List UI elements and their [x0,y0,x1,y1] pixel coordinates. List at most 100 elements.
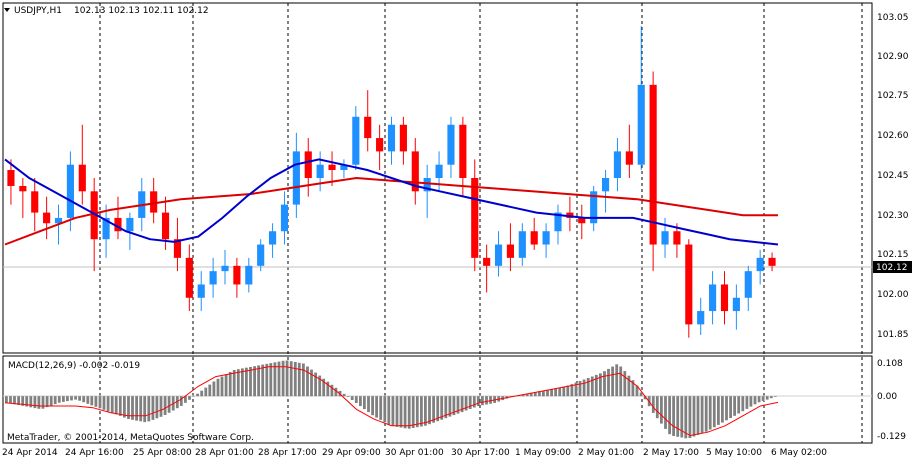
macd-bar [542,390,545,397]
macd-bar [566,385,570,397]
bear-candle [150,191,158,213]
bull-candle [423,178,431,192]
bull-candle [197,284,205,298]
macd-bar [70,396,73,401]
macd-bar [9,396,12,404]
macd-bar [167,396,171,413]
macd-bar [558,387,562,397]
macd-bar [236,369,240,397]
macd-axis: 0.108 0.00 -0.129 [877,359,906,442]
bull-candle [292,151,300,205]
macd-bar [151,396,155,420]
macd-bar [472,396,476,408]
price-tick: 102.45 [877,171,909,181]
macd-bar [184,396,187,403]
macd-bar [334,387,338,397]
bull-candle [126,217,134,232]
macd-bar [265,363,269,397]
bull-candle [447,124,455,165]
macd-bar [261,364,265,397]
bear-candle [328,164,336,171]
macd-bar [371,396,374,416]
macd-bar [302,363,305,397]
macd-bar [326,381,330,397]
macd-bar [293,362,297,397]
macd-bar [318,375,322,397]
macd-bar [241,368,244,397]
macd-bar [436,396,440,422]
bear-candle [483,257,491,266]
bull-candle [637,84,645,165]
bull-candle [340,164,348,171]
macd-bar [66,396,69,402]
macd-bar [635,385,639,397]
macd-bar [684,396,688,439]
fast-ma-line [4,158,779,246]
macd-bar [5,396,8,403]
bull-candle [661,231,669,245]
macd-bar [538,391,541,397]
bull-candle [209,271,217,285]
macd-bar [155,396,159,419]
macd-bar [29,396,33,408]
bear-candle [673,231,681,245]
bear-candle [768,257,776,266]
macd-bar [444,396,448,419]
macd-bar [476,396,480,406]
bull-candle [245,265,253,285]
macd-bar [769,396,773,399]
macd-bar [655,396,659,419]
macd-bar [127,396,130,419]
macd-bar [489,396,492,404]
macd-bar [391,396,395,426]
macd-bar [428,396,431,425]
macd-bar [17,396,20,405]
macd-bar [704,396,708,432]
macd-bar [578,381,582,397]
slow-ma-line [4,176,778,246]
macd-bar [700,396,704,434]
macd-bar [757,396,761,403]
macd-bar [420,396,423,427]
bull-candle [494,244,503,266]
macd-tick: 0.108 [877,359,903,369]
macd-bar [623,371,627,397]
time-label: 30 Apr 01:00 [385,448,444,458]
bull-candle [102,217,110,240]
time-label: 1 May 09:00 [515,448,571,458]
macd-bar [599,373,602,397]
price-tick: 102.00 [877,290,909,300]
macd-bar [200,390,204,397]
chevron-down-icon[interactable] [4,8,10,12]
macd-bar [228,372,232,397]
macd-bar [13,396,16,405]
macd-bar [607,368,610,397]
macd-bar [49,396,53,406]
macd-bar [53,396,57,405]
macd-bar [41,396,45,409]
macd-bar [159,396,163,417]
macd-bar [45,396,49,408]
macd-bar [269,363,273,397]
bull-candle [435,164,443,178]
macd-bar [554,388,557,397]
macd-bar [131,396,134,420]
macd-bar [712,396,716,428]
macd-bar [639,392,643,397]
copyright-text: MetaTrader, © 2001-2014, MetaQuotes Soft… [7,433,254,443]
bear-candle [649,84,657,245]
price-axis: 103.05 102.90 102.75 102.60 102.45 102.3… [877,13,909,340]
macd-bar [346,396,350,397]
macd-bar [468,396,472,409]
bull-candle [316,164,324,178]
macd-bar [582,379,586,397]
time-label: 29 Apr 09:00 [322,448,381,458]
macd-bar [175,396,179,409]
macd-bar [342,393,346,397]
macd-bar [765,396,769,400]
time-label: 2 May 17:00 [643,448,699,458]
bull-candle [280,204,289,232]
price-tick: 102.75 [877,91,909,101]
